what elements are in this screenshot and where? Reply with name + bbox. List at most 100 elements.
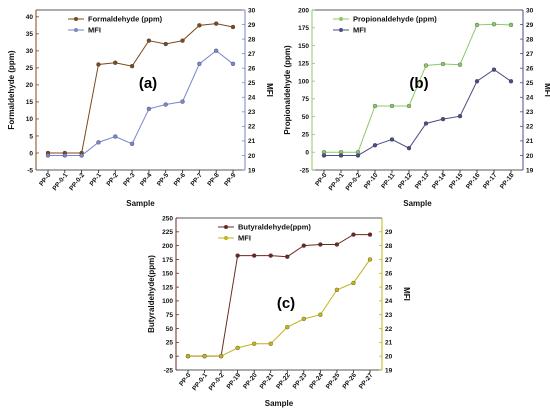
left-y-tick-label: 15	[26, 99, 34, 106]
series-1-point	[180, 38, 185, 43]
x-tick-label: PP-0-2	[208, 372, 226, 393]
series-2-point	[321, 153, 327, 158]
left-y-tick-label: 250	[162, 215, 173, 222]
panel-label: (a)	[139, 75, 157, 92]
x-tick-label: PP-13	[414, 172, 431, 191]
left-y-tick-label: -25	[164, 367, 174, 374]
series-line-2	[48, 50, 234, 156]
left-y-tick-label: 0	[29, 150, 33, 157]
x-tick-label: PP-0-2	[68, 172, 86, 193]
x-tick-label: PP-7	[190, 172, 205, 188]
series-2-point	[180, 99, 185, 104]
x-tick-label: PP-0	[38, 172, 53, 188]
series-2-point	[129, 141, 135, 146]
right-y-tick-label: 21	[248, 138, 256, 145]
series-2-point	[367, 257, 373, 262]
series-line-2	[324, 69, 512, 156]
series-1-point	[285, 254, 290, 259]
left-y-axis-title: Propionaldehyde (ppm)	[283, 45, 292, 135]
left-y-tick-label: 10	[26, 116, 34, 123]
right-y-tick-label: 23	[385, 312, 393, 319]
series-1-point	[440, 61, 446, 67]
right-y-tick-label: 27	[526, 51, 534, 58]
x-axis-title: Sample	[403, 199, 432, 208]
x-tick-label: PP-24	[308, 372, 325, 391]
right-y-tick-label: 29	[248, 22, 256, 29]
right-y-tick-label: 19	[385, 367, 393, 374]
series-1-point	[230, 24, 236, 30]
right-y-tick-label: 30	[526, 7, 534, 14]
x-tick-label: PP-0-1	[51, 172, 69, 193]
left-y-tick-label: 25	[166, 340, 174, 347]
legend-marker-1	[224, 225, 228, 229]
series-1-point	[367, 232, 373, 237]
right-y-tick-label: 27	[385, 257, 393, 264]
series-1-point	[351, 232, 356, 237]
series-1-point	[214, 21, 219, 26]
x-tick-label: PP-16	[465, 172, 482, 191]
right-y-tick-label: 19	[526, 167, 534, 174]
left-y-tick-label: 25	[26, 65, 34, 72]
chart-panel-3: -25 0 25 50 75 100 125 150 175 200 225 250 19 20 21 22 2…	[147, 215, 411, 408]
right-y-tick-label: 19	[248, 167, 256, 174]
right-y-tick-label: 27	[248, 51, 256, 58]
right-y-axis-title: MFI	[402, 287, 411, 301]
x-tick-label: PP-21	[259, 372, 276, 391]
chart-panel-1: -5 0 5 10 15 20 25 30 35 40 19 20 21 22 23 24 25 26 27 28 29…	[7, 7, 274, 208]
x-tick-label: PP-8	[206, 172, 221, 188]
x-tick-label: PP-18	[499, 172, 516, 191]
legend-marker-2	[339, 28, 343, 32]
right-y-tick-label: 24	[526, 95, 534, 102]
x-tick-label: PP-27	[358, 372, 375, 391]
series-1-point	[491, 22, 497, 27]
legend-label-2: MFI	[353, 26, 366, 35]
x-tick-label: PP-5	[156, 172, 171, 188]
left-y-tick-label: 35	[26, 31, 34, 38]
series-2-point	[285, 325, 290, 330]
panel-label: (c)	[277, 295, 295, 312]
right-y-tick-label: 22	[526, 124, 534, 131]
series-2-point	[406, 146, 412, 151]
series-line-2	[188, 259, 371, 357]
x-tick-label: PP-20	[242, 372, 259, 391]
left-y-tick-label: 125	[162, 284, 173, 291]
right-y-tick-label: 25	[248, 80, 256, 87]
x-tick-label: PP-15	[448, 172, 465, 191]
legend-label-1: Formaldehyde (ppm)	[88, 15, 163, 24]
right-y-tick-label: 21	[385, 340, 393, 347]
legend-label-1: Propionaldehyde (ppm)	[353, 15, 437, 24]
x-tick-label: PP-0-2	[345, 172, 363, 193]
x-tick-label: PP-0-1	[328, 172, 346, 193]
series-1-point	[129, 64, 135, 69]
legend-label-1: Butyraldehyde(ppm)	[238, 223, 311, 232]
series-2-point	[96, 140, 101, 145]
left-y-tick-label: 50	[166, 326, 174, 333]
right-y-tick-label: 29	[385, 229, 393, 236]
series-1-point	[457, 62, 463, 67]
series-1-point	[334, 242, 340, 247]
left-y-tick-label: 30	[26, 48, 34, 55]
x-tick-label: PP-3	[122, 172, 137, 188]
series-2-point	[146, 106, 152, 112]
x-tick-label: PP-4	[139, 172, 154, 188]
series-2-point	[113, 134, 118, 139]
series-2-point	[197, 61, 202, 66]
left-y-tick-label: 225	[162, 229, 173, 236]
x-tick-label: PP-14	[431, 172, 448, 191]
series-1-point	[197, 23, 202, 28]
x-tick-label: PP-22	[275, 372, 292, 391]
series-2-point	[202, 354, 207, 359]
series-2-point	[338, 153, 344, 158]
series-1-point	[474, 22, 480, 28]
left-y-tick-label: 0	[169, 353, 173, 360]
x-tick-label: PP-1	[89, 172, 104, 188]
left-y-axis-title: Butyraldehyde(ppm)	[147, 255, 156, 333]
right-y-tick-label: 22	[385, 326, 393, 333]
right-y-axis-title: MFI	[543, 83, 550, 97]
x-tick-label: PP-9	[223, 172, 238, 188]
left-y-tick-label: -5	[27, 167, 33, 174]
x-tick-label: PP-11	[380, 172, 397, 191]
right-y-tick-label: 26	[385, 271, 393, 278]
right-y-tick-label: 30	[248, 7, 256, 14]
